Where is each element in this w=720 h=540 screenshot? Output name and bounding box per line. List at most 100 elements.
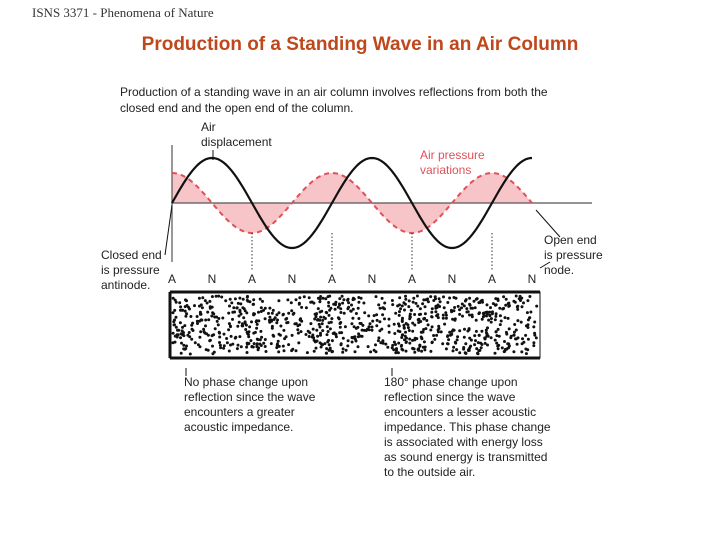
molecule xyxy=(366,345,370,349)
pointer xyxy=(539,261,551,269)
molecule xyxy=(354,326,358,330)
molecule xyxy=(228,304,231,308)
node-label: N xyxy=(528,272,537,286)
molecule xyxy=(196,343,200,347)
molecule xyxy=(350,303,353,307)
molecule xyxy=(307,335,311,338)
molecule xyxy=(282,349,286,353)
molecule xyxy=(357,317,361,320)
molecule xyxy=(357,296,361,299)
molecule xyxy=(318,325,322,329)
molecule xyxy=(281,313,285,317)
molecule xyxy=(462,335,466,339)
molecule xyxy=(222,332,226,336)
molecule xyxy=(218,341,221,344)
molecule xyxy=(263,306,267,310)
molecule xyxy=(413,350,417,354)
air-molecules xyxy=(171,294,539,356)
pressure-label: Air pressure variations xyxy=(420,148,485,177)
molecule xyxy=(279,324,283,328)
molecule xyxy=(362,301,366,305)
molecule xyxy=(203,299,207,303)
molecule xyxy=(455,348,459,352)
molecule xyxy=(503,349,507,353)
molecule xyxy=(502,306,506,310)
molecule xyxy=(493,351,497,355)
molecule xyxy=(199,312,203,316)
molecule xyxy=(430,325,434,329)
closed-caption-line: reflection since the wave xyxy=(184,390,316,404)
molecule xyxy=(484,328,488,332)
molecule xyxy=(187,331,191,334)
molecule xyxy=(263,345,267,348)
molecule xyxy=(236,301,240,305)
displacement-label-line: displacement xyxy=(201,135,272,149)
molecule xyxy=(343,325,347,329)
closed-caption-line: acoustic impedance. xyxy=(184,420,293,434)
molecule xyxy=(339,342,343,346)
molecule xyxy=(535,304,539,308)
molecule xyxy=(444,313,448,317)
molecule xyxy=(442,295,445,299)
molecule xyxy=(452,309,456,313)
molecule xyxy=(275,313,279,317)
molecule xyxy=(393,332,397,335)
molecule xyxy=(241,297,245,301)
molecule xyxy=(227,311,231,315)
molecule xyxy=(219,346,223,350)
molecule xyxy=(277,350,281,354)
molecule xyxy=(328,348,332,352)
molecule xyxy=(423,305,427,309)
molecule xyxy=(275,344,279,348)
molecule xyxy=(252,342,256,346)
molecule xyxy=(350,340,354,344)
molecule xyxy=(262,308,265,312)
molecule xyxy=(298,296,302,300)
molecule xyxy=(400,304,404,308)
molecule xyxy=(342,298,346,302)
molecule xyxy=(275,321,279,325)
molecule xyxy=(276,318,279,322)
molecule xyxy=(392,340,396,344)
molecule xyxy=(426,323,430,327)
molecule xyxy=(342,311,346,315)
molecule xyxy=(520,350,524,354)
molecule xyxy=(231,317,234,321)
molecule xyxy=(277,299,281,303)
molecule xyxy=(374,295,378,299)
molecule xyxy=(256,338,260,342)
molecule xyxy=(346,344,350,348)
molecule xyxy=(496,297,500,301)
molecule xyxy=(468,313,471,317)
molecule xyxy=(331,350,334,353)
molecule xyxy=(433,337,437,341)
molecule xyxy=(319,331,322,335)
pressure-label-line: variations xyxy=(420,163,471,177)
molecule xyxy=(407,329,411,332)
molecule xyxy=(447,338,451,342)
molecule xyxy=(260,335,264,339)
molecule xyxy=(480,298,484,302)
molecule xyxy=(487,318,491,322)
molecule xyxy=(245,298,249,302)
molecule xyxy=(316,307,320,311)
molecule xyxy=(466,349,470,352)
molecule xyxy=(234,335,238,339)
molecule xyxy=(506,302,510,306)
molecule xyxy=(407,299,411,303)
molecule xyxy=(436,303,440,307)
molecule xyxy=(514,328,518,332)
molecule xyxy=(307,296,311,300)
molecule xyxy=(201,296,205,300)
molecule xyxy=(321,329,325,333)
molecule xyxy=(235,306,239,310)
molecule xyxy=(493,338,497,342)
molecule xyxy=(351,307,355,311)
molecule xyxy=(328,327,332,331)
molecule xyxy=(244,328,248,331)
molecule xyxy=(300,305,304,309)
molecule xyxy=(397,341,401,345)
molecule xyxy=(175,335,179,339)
molecule xyxy=(430,340,434,344)
closed-caption: No phase change upon reflection since the… xyxy=(184,375,316,434)
